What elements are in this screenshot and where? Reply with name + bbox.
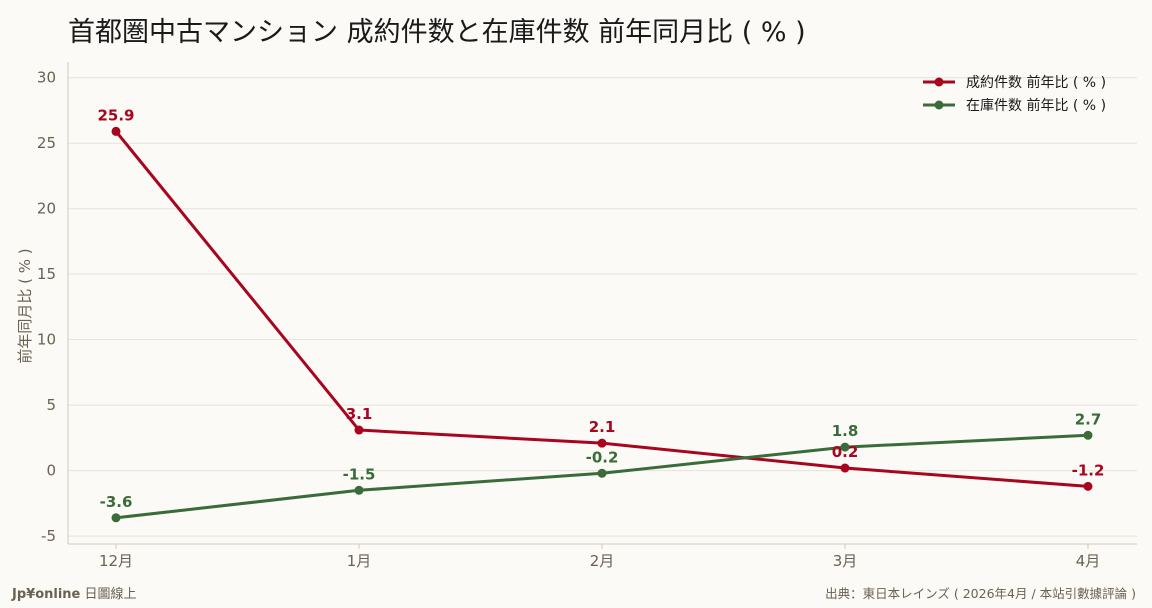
y-tick-label: 30 bbox=[37, 69, 56, 87]
y-tick-label: 25 bbox=[37, 134, 56, 152]
data-label: -1.5 bbox=[343, 465, 376, 483]
brand-suffix: 日圖線上 bbox=[84, 587, 137, 602]
legend-swatch-marker bbox=[934, 77, 944, 87]
data-labels: 25.9 3.1 2.1 0.2 -1.2 -3.6 -1.5 -0.2 1.8 2.7 bbox=[97, 106, 1104, 510]
data-label: -1.2 bbox=[1072, 461, 1105, 479]
x-tick-label: 1月 bbox=[347, 552, 372, 570]
data-point bbox=[597, 468, 607, 478]
data-point bbox=[354, 485, 364, 495]
data-label: -3.6 bbox=[100, 493, 133, 511]
grid-lines bbox=[68, 77, 1137, 537]
data-label: 0.2 bbox=[832, 443, 859, 461]
data-label: -0.2 bbox=[586, 448, 619, 466]
legend-label: 在庫件数 前年比 ( % ) bbox=[966, 97, 1106, 114]
data-point bbox=[354, 425, 364, 435]
data-point bbox=[111, 513, 121, 523]
data-point bbox=[111, 126, 121, 136]
series bbox=[111, 126, 1093, 523]
legend-label: 成約件数 前年比 ( % ) bbox=[966, 74, 1106, 91]
y-tick-label: 20 bbox=[37, 200, 56, 218]
x-tick-label: 12月 bbox=[99, 552, 133, 570]
data-point bbox=[840, 442, 850, 452]
legend-swatch-marker bbox=[934, 100, 944, 110]
legend: 成約件数 前年比 ( % ) 在庫件数 前年比 ( % ) bbox=[923, 74, 1106, 114]
line-chart: 30 25 20 15 10 5 0 -5 12月 1月 2月 3月 4月 前年同月比 ( % ) 25.… bbox=[16, 62, 1137, 570]
data-label: 2.7 bbox=[1075, 410, 1102, 428]
y-tick-label: 15 bbox=[37, 265, 56, 283]
y-tick-label: 0 bbox=[46, 462, 56, 480]
y-axis-label: 前年同月比 ( % ) bbox=[16, 248, 34, 363]
data-point bbox=[597, 438, 607, 448]
data-point bbox=[1083, 430, 1093, 440]
x-tick-label: 4月 bbox=[1076, 552, 1101, 570]
brand-name: Jp¥online bbox=[12, 587, 81, 602]
x-tick-label: 3月 bbox=[833, 552, 858, 570]
data-point bbox=[1083, 481, 1093, 491]
data-label: 1.8 bbox=[832, 422, 859, 440]
data-label: 3.1 bbox=[346, 405, 373, 423]
y-tick-label: 5 bbox=[46, 396, 56, 414]
data-label: 2.1 bbox=[589, 418, 616, 436]
y-tick-label: -5 bbox=[41, 527, 56, 545]
axes: 30 25 20 15 10 5 0 -5 12月 1月 2月 3月 4月 前年同月比 ( % ) bbox=[16, 62, 1137, 570]
data-label: 25.9 bbox=[97, 106, 134, 124]
x-tick-label: 2月 bbox=[590, 552, 615, 570]
y-tick-label: 10 bbox=[37, 331, 56, 349]
footer-brand: Jp¥online 日圖線上 bbox=[12, 583, 137, 602]
source-note: 出典：東日本レインズ ( 2026年4月 / 本站引數據評論 ) bbox=[825, 586, 1136, 601]
data-point bbox=[840, 463, 850, 473]
chart-title: 首都圏中古マンション 成約件数と在庫件数 前年同月比 ( % ) bbox=[68, 17, 806, 48]
